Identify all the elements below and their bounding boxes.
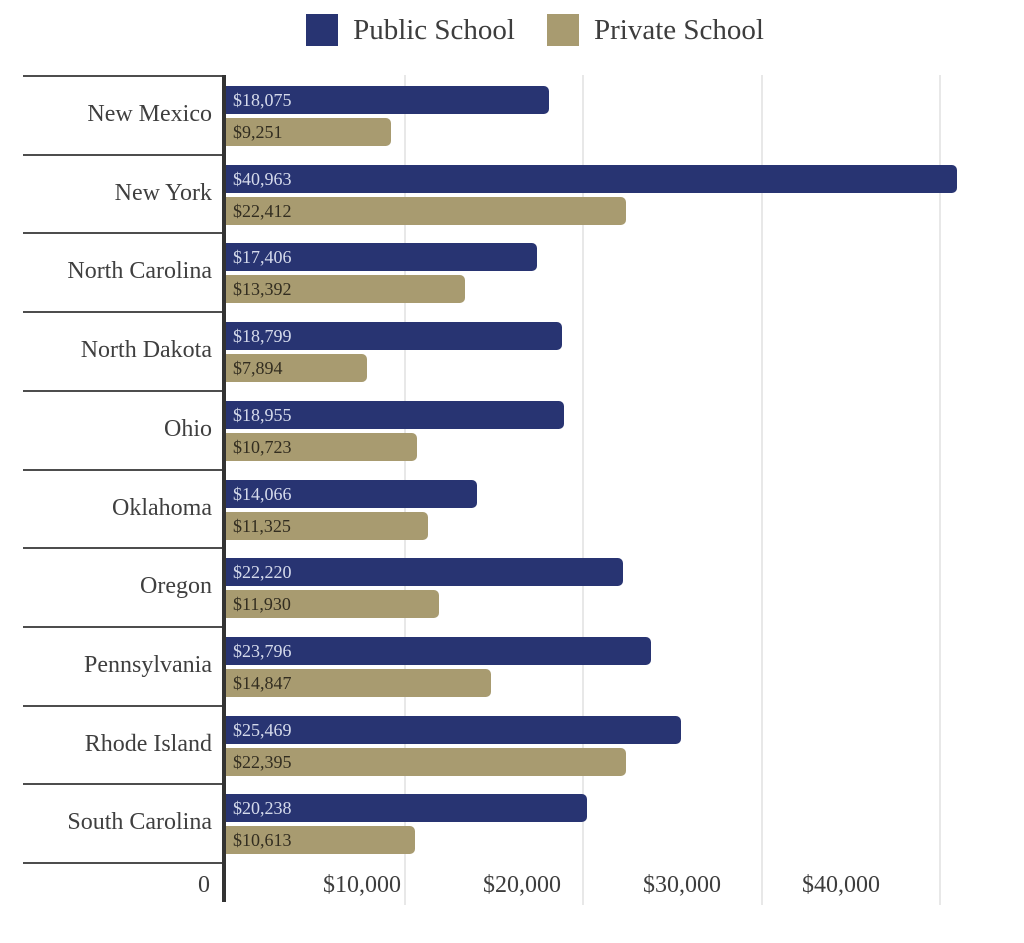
- category-label: New Mexico: [87, 101, 212, 127]
- x-tick-label: $40,000: [802, 872, 880, 898]
- row-separator: [23, 626, 222, 628]
- bar-value-label: $14,847: [233, 673, 292, 693]
- bar-private-1[interactable]: $22,412: [226, 197, 626, 225]
- row-separator: [23, 75, 222, 77]
- category-label: Oklahoma: [112, 495, 212, 521]
- bar-public-0[interactable]: $18,075: [226, 86, 549, 114]
- bar-value-label: $18,955: [233, 405, 292, 425]
- bar-value-label: $20,238: [233, 798, 292, 818]
- row-separator: [23, 705, 222, 707]
- bar-private-8[interactable]: $22,395: [226, 748, 626, 776]
- bar-value-label: $13,392: [233, 279, 292, 299]
- category-label: Ohio: [164, 416, 212, 442]
- bar-public-3[interactable]: $18,799: [226, 322, 562, 350]
- y-axis-line: [222, 75, 226, 902]
- bar-public-5[interactable]: $14,066: [226, 480, 477, 508]
- bar-public-1[interactable]: $40,963: [226, 165, 957, 193]
- gridline: [582, 75, 584, 905]
- bar-value-label: $23,796: [233, 641, 292, 661]
- row-separator-bottom: [23, 862, 222, 864]
- bar-private-6[interactable]: $11,930: [226, 590, 439, 618]
- bar-private-7[interactable]: $14,847: [226, 669, 491, 697]
- row-separator: [23, 232, 222, 234]
- bar-private-9[interactable]: $10,613: [226, 826, 415, 854]
- bar-value-label: $11,930: [233, 594, 291, 614]
- category-label: South Carolina: [67, 809, 212, 835]
- legend-label-private: Private School: [593, 13, 764, 46]
- gridline: [760, 75, 763, 905]
- row-separator: [23, 547, 222, 549]
- bar-public-6[interactable]: $22,220: [226, 558, 623, 586]
- legend-label-public: Public School: [353, 13, 515, 46]
- x-tick-label: $30,000: [643, 872, 721, 898]
- category-label: Rhode Island: [84, 731, 212, 757]
- bar-value-label: $7,894: [233, 358, 283, 378]
- row-separator: [23, 469, 222, 471]
- bar-public-8[interactable]: $25,469: [226, 716, 681, 744]
- row-separator: [23, 311, 222, 313]
- x-tick-label: $10,000: [323, 872, 401, 898]
- bar-value-label: $18,075: [233, 90, 292, 110]
- legend-swatch-private-icon: [546, 14, 579, 46]
- category-label: New York: [114, 180, 212, 206]
- bar-private-4[interactable]: $10,723: [226, 433, 417, 461]
- category-label: North Dakota: [80, 337, 212, 363]
- row-separator: [23, 390, 222, 392]
- bar-private-3[interactable]: $7,894: [226, 354, 367, 382]
- bar-public-7[interactable]: $23,796: [226, 637, 651, 665]
- bar-value-label: $22,220: [233, 562, 292, 582]
- bar-public-4[interactable]: $18,955: [226, 401, 564, 429]
- bar-value-label: $10,723: [233, 437, 292, 457]
- x-tick-label: $20,000: [483, 872, 561, 898]
- row-separator: [23, 154, 222, 156]
- bar-value-label: $25,469: [233, 720, 292, 740]
- bar-private-0[interactable]: $9,251: [226, 118, 391, 146]
- category-label: North Carolina: [67, 258, 212, 284]
- bar-value-label: $40,963: [233, 169, 292, 189]
- category-label: Oregon: [140, 573, 212, 599]
- bar-value-label: $14,066: [233, 484, 292, 504]
- bar-value-label: $18,799: [233, 326, 292, 346]
- bar-public-2[interactable]: $17,406: [226, 243, 537, 271]
- bar-value-label: $9,251: [233, 122, 283, 142]
- legend-swatch-public-icon: [306, 14, 339, 46]
- gridline: [939, 75, 941, 905]
- bar-value-label: $10,613: [233, 830, 292, 850]
- x-tick-label: 0: [198, 872, 210, 898]
- bar-private-2[interactable]: $13,392: [226, 275, 465, 303]
- bar-value-label: $22,412: [233, 201, 292, 221]
- bar-private-5[interactable]: $11,325: [226, 512, 428, 540]
- chart-legend: Public School Private School: [0, 10, 1024, 50]
- legend-item-private-school[interactable]: Private School: [546, 13, 764, 46]
- bar-value-label: $17,406: [233, 247, 292, 267]
- bar-public-9[interactable]: $20,238: [226, 794, 587, 822]
- bar-value-label: $22,395: [233, 752, 292, 772]
- category-label: Pennsylvania: [84, 652, 212, 678]
- legend-item-public-school[interactable]: Public School: [306, 14, 515, 46]
- bar-value-label: $11,325: [233, 516, 291, 536]
- row-separator: [23, 783, 222, 785]
